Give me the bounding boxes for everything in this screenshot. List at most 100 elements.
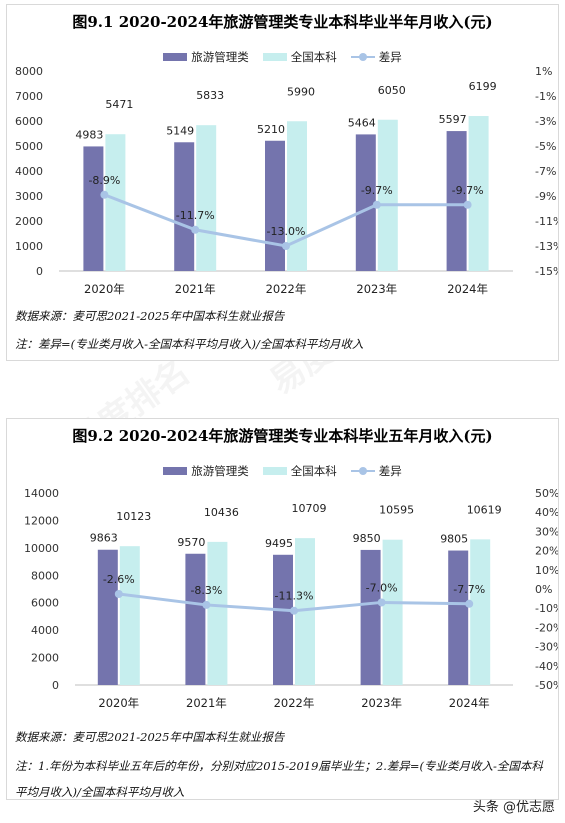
bar-label-major: 5210 [257, 123, 285, 136]
y2-tick-label: -1% [535, 90, 556, 103]
chart-panel-1: 图9.1 2020-2024年旅游管理类专业本科毕业半年月收入(元) 旅游管理类… [6, 4, 559, 361]
source-text: 数据来源：麦可思2021-2025年中国本科生就业报告 [15, 309, 285, 323]
y2-tick-label: -11% [535, 215, 558, 228]
bar-label-major: 9805 [440, 533, 468, 546]
diff-marker [191, 225, 200, 234]
diff-marker [372, 200, 381, 209]
chart-legend: 旅游管理类 全国本科 差异 [7, 49, 558, 65]
y2-tick-label: -15% [535, 265, 558, 278]
y2-tick-label: 0% [535, 583, 552, 596]
chart-legend: 旅游管理类 全国本科 差异 [7, 463, 558, 479]
bar-national [287, 121, 307, 271]
bar-major [97, 549, 118, 685]
bar-label-major: 5464 [348, 116, 376, 129]
y2-tick-label: -10% [535, 602, 558, 615]
legend-label-diff: 差异 [378, 464, 402, 478]
chart-panel-2: 图9.2 2020-2024年旅游管理类专业本科毕业五年月收入(元) 旅游管理类… [6, 418, 559, 800]
x-tick-label: 2020年 [84, 282, 125, 296]
bar-major [360, 549, 381, 685]
y2-tick-label: 10% [535, 564, 558, 577]
y-tick-label: 3000 [15, 190, 43, 203]
bar-major [355, 134, 376, 271]
y2-tick-label: -3% [535, 115, 556, 128]
y2-tick-label: -50% [535, 679, 558, 692]
source-text: 数据来源：麦可思2021-2025年中国本科生就业报告 [15, 730, 285, 744]
bar-national [119, 546, 140, 685]
x-tick-label: 2024年 [449, 696, 490, 710]
diff-label: -11.3% [275, 590, 314, 603]
legend-item-diff: 差异 [350, 49, 402, 65]
legend-label-national: 全国本科 [290, 50, 337, 64]
bar-label-major: 4983 [75, 128, 103, 141]
bar-major [83, 146, 104, 271]
diff-marker [377, 598, 386, 607]
bar-label-national: 6199 [469, 80, 497, 93]
bar-major [273, 554, 293, 685]
y2-tick-label: 30% [535, 525, 558, 538]
y-tick-label: 8000 [15, 65, 43, 78]
legend-swatch-national [262, 53, 287, 61]
y-tick-label: 6000 [31, 597, 59, 610]
diff-marker [282, 242, 290, 250]
bar-label-national: 10123 [116, 510, 151, 523]
bar-label-national: 10619 [467, 503, 502, 516]
legend-swatch-major [163, 467, 188, 475]
legend-label-major: 旅游管理类 [191, 50, 249, 64]
bar-major [448, 550, 469, 685]
y2-tick-label: -20% [535, 621, 558, 634]
bar-major [185, 553, 206, 685]
bar-national [207, 541, 228, 685]
diff-label: -8.3% [190, 584, 222, 597]
y2-tick-label: -7% [535, 165, 556, 178]
y2-tick-label: -40% [535, 660, 558, 673]
bar-label-major: 9570 [177, 536, 205, 549]
x-tick-label: 2021年 [175, 282, 216, 296]
bar-national [105, 134, 126, 271]
chart-title: 图9.1 2020-2024年旅游管理类专业本科毕业半年月收入(元) [72, 13, 493, 31]
y-tick-label: 0 [36, 265, 43, 278]
diff-label: -7.0% [366, 581, 398, 594]
diff-marker [202, 600, 211, 609]
note-text: 注：1.年份为本科毕业五年后的年份，分别对应2015-2019届毕业生；2.差异… [15, 759, 543, 799]
bar-major [446, 131, 467, 271]
bar-national [470, 539, 491, 685]
y-tick-label: 7000 [15, 90, 43, 103]
diff-label: -8.9% [88, 174, 120, 187]
bar-national [377, 119, 398, 271]
legend-item-major: 旅游管理类 [163, 463, 249, 479]
y-tick-label: 6000 [15, 115, 43, 128]
legend-swatch-diff [350, 53, 375, 61]
y2-tick-label: -13% [535, 240, 558, 253]
y-tick-label: 5000 [15, 140, 43, 153]
legend-item-diff: 差异 [350, 463, 402, 479]
bar-national [382, 539, 403, 685]
plot-area: 0 1000 2000 3000 4000 5000 6000 7000 8000 -15% -13… [15, 65, 558, 296]
diff-label: -13.0% [267, 225, 306, 238]
diff-label: -9.7% [452, 184, 484, 197]
diff-label: -11.7% [176, 209, 215, 222]
bar-label-national: 10709 [292, 502, 327, 515]
bar-label-major: 9863 [90, 532, 118, 545]
legend-label-major: 旅游管理类 [191, 464, 249, 478]
diff-marker [114, 589, 123, 598]
note-text: 注：差异=(专业类月收入-全国本科平均月收入)/全国本科平均月收入 [15, 337, 364, 351]
plot-area: 0 2000 4000 6000 8000 10000 12000 14000 -50% -40%… [24, 487, 558, 710]
chart-title: 图9.2 2020-2024年旅游管理类专业本科毕业五年月收入(元) [72, 427, 493, 445]
bar-label-major: 5149 [166, 124, 194, 137]
bar-major [265, 140, 285, 271]
bar-label-national: 10595 [379, 504, 414, 517]
diff-label: -7.7% [453, 583, 485, 596]
bar-national [295, 538, 315, 685]
bar-label-national: 5990 [287, 85, 315, 98]
y2-tick-label: 50% [535, 487, 558, 500]
diff-marker [290, 606, 298, 615]
legend-swatch-diff [350, 467, 375, 475]
bar-label-major: 9850 [353, 532, 381, 545]
bar-national [468, 116, 489, 272]
y-tick-label: 2000 [31, 652, 59, 665]
legend-swatch-national [262, 467, 287, 475]
y-tick-label: 2000 [15, 215, 43, 228]
y2-tick-label: -5% [535, 140, 556, 153]
legend-item-national: 全国本科 [262, 49, 337, 65]
legend-label-national: 全国本科 [290, 464, 337, 478]
